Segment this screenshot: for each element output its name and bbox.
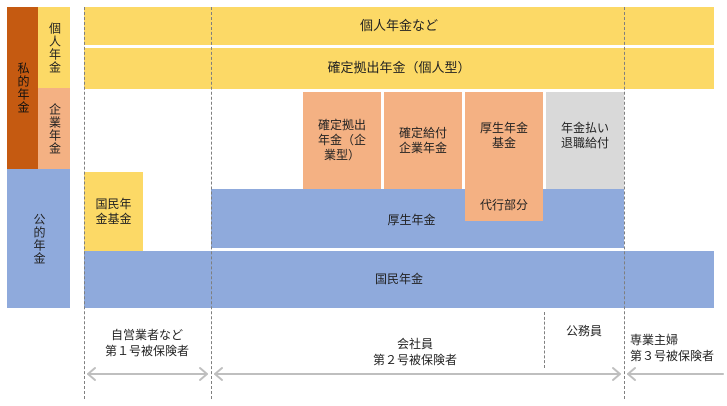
separator-dependent-spouse [624,7,625,399]
arrow-self-employed [87,367,208,381]
dc-individual-bar: 確定拠出年金（個人型） [84,48,714,89]
kosei-fund-text: 厚生年金 基金 [479,120,528,150]
public-pension-text: 公的年金 [32,212,46,265]
column-company-employee: 会社員 第２号被保険者 [372,337,457,367]
private-pension-label: 私的年金 [7,7,38,169]
nenkin-barai-box: 年金払い 退職給付 [546,92,624,189]
national-pension-fund-text: 国民年 金基金 [95,196,132,226]
column-self-employed: 自営業者など 第１号被保険者 [104,328,189,358]
kokumin-nenkin-bar: 国民年金 [84,251,714,308]
nenkin-barai-text: 年金払い 退職給付 [560,120,609,150]
national-pension-fund-box: 国民年 金基金 [84,172,143,251]
individual-pension-etc-bar: 個人年金など [84,7,714,45]
column-civil-servant: 公務員 [565,324,602,338]
separator-civil-servant [544,312,545,368]
corporate-pension-text: 企業年金 [47,102,62,155]
separator-self-employed [211,7,212,399]
kosei-fund-box: 厚生年金 基金 [465,92,543,189]
daiko-bubun-box: 代行部分 [465,189,543,221]
kosei-nenkin-bar: 厚生年金 [211,189,624,248]
kosei-nenkin-text: 厚生年金 [387,213,436,227]
corporate-pension-label: 企業年金 [38,88,70,169]
dc-corporate-box: 確定拠出 年金（企 業型） [303,92,381,189]
public-pension-label: 公的年金 [7,169,70,308]
daiko-bubun-text: 代行部分 [479,197,528,212]
db-corporate-box: 確定給付 企業年金 [384,92,462,189]
arrow-company-employee [214,367,621,381]
db-corporate-text: 確定給付 企業年金 [398,125,447,155]
column-dependent-spouse: 専業主婦 第３号被保険者 [630,333,715,363]
dc-corporate-text: 確定拠出 年金（企 業型） [317,118,366,162]
individual-pension-label: 個人年金 [38,7,70,88]
individual-pension-etc-text: 個人年金など [359,18,438,34]
separator-left-edge [84,7,85,399]
dc-individual-text: 確定拠出年金（個人型） [327,61,471,76]
kokumin-nenkin-text: 国民年金 [374,272,423,286]
arrow-dependent-spouse [627,367,724,381]
individual-pension-text: 個人年金 [47,21,62,74]
private-pension-text: 私的年金 [16,62,30,114]
